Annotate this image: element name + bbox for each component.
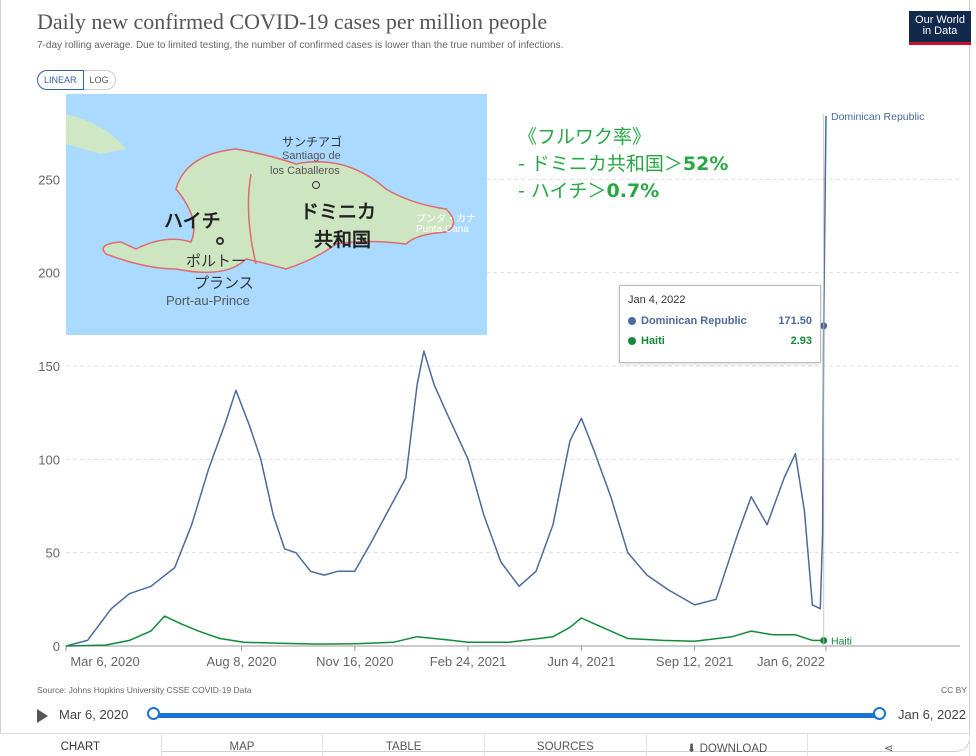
santiago-es-label-1: Santiago de	[282, 150, 341, 162]
punta-en-label: Punta Cana	[416, 224, 469, 235]
y-tick-label: 50	[46, 546, 60, 561]
y-tick-label: 200	[38, 266, 60, 281]
y-tick-label: 100	[38, 452, 60, 467]
logo-line-1: Our World	[915, 14, 965, 26]
tooltip-name-dr: Dominican Republic	[641, 315, 747, 327]
annotation-dr-prefix: - ドミニカ共和国＞	[518, 153, 683, 175]
annotation-haiti-row: - ハイチ＞0.7%	[518, 178, 728, 205]
chart-title: Daily new confirmed COVID-19 cases per m…	[37, 9, 548, 34]
tab-share[interactable]: ⋖	[808, 734, 971, 756]
timeline-track[interactable]	[154, 713, 881, 718]
license-link[interactable]: CC BY	[941, 685, 967, 695]
tooltip-date: Jan 4, 2022	[628, 294, 686, 306]
tooltip-value-haiti: 2.93	[790, 335, 812, 347]
x-tick-label: Aug 8, 2020	[206, 654, 276, 669]
series-line-1	[65, 615, 827, 647]
hover-tooltip: Jan 4, 2022 Dominican Republic 171.50 Ha…	[619, 285, 821, 363]
y-axis-ticks: 0 50 100 150 200 250	[38, 172, 60, 654]
timeline-start-label: Mar 6, 2020	[59, 707, 129, 722]
haiti-landmass	[66, 114, 126, 154]
dr-label-2: 共和国	[314, 229, 372, 251]
x-axis-ticks: Mar 6, 2020 Aug 8, 2020 Nov 16, 2020 Feb 24…	[65, 646, 827, 669]
hispaniola-island	[102, 148, 455, 274]
timeline-slider: Mar 6, 2020 Jan 6, 2022	[37, 707, 972, 727]
x-tick-label: Sep 12, 2021	[656, 654, 733, 669]
source-note: Source: Johns Hopkins University CSSE CO…	[37, 685, 252, 695]
tooltip-dot-haiti	[628, 337, 636, 345]
tooltip-name-haiti: Haiti	[641, 335, 665, 347]
annotation-heading: 《フルワク率》	[518, 126, 652, 148]
y-tick-label: 250	[38, 172, 60, 187]
pap-en-label: Port-au-Prince	[166, 293, 250, 308]
timeline-end-label: Jan 6, 2022	[898, 707, 966, 722]
download-icon: ⬇	[686, 743, 700, 755]
logo-line-2: in Data	[922, 25, 958, 37]
punta-jp-label: プンタ・カナ	[416, 214, 476, 225]
x-tick-label: Nov 16, 2020	[316, 654, 393, 669]
annotation-haiti-value: 0.7%	[606, 180, 660, 202]
tab-download[interactable]: ⬇ DOWNLOAD	[647, 734, 809, 756]
haiti-label: ハイチ	[164, 210, 221, 232]
series-end-label: Dominican Republic	[831, 111, 924, 123]
x-tick-label: Mar 6, 2020	[70, 654, 139, 669]
annotation-haiti-prefix: - ハイチ＞	[518, 180, 607, 202]
tab-table[interactable]: TABLE	[323, 734, 486, 756]
series-end-label: Haiti	[831, 635, 852, 647]
x-tick-label: Jun 4, 2021	[547, 654, 615, 669]
timeline-start-handle[interactable]	[147, 707, 160, 720]
santiago-marker-icon	[312, 181, 320, 189]
x-tick-label: Feb 24, 2021	[430, 654, 507, 669]
play-icon[interactable]	[37, 709, 48, 723]
tab-bar: CHART MAP TABLE SOURCES ⬇ DOWNLOAD ⋖	[0, 733, 971, 756]
pap-jp-label-2: プランス	[194, 275, 254, 292]
annotation-dr-value: 52%	[682, 153, 729, 175]
linear-scale-button[interactable]: LINEAR	[37, 70, 84, 90]
tab-sources[interactable]: SOURCES	[485, 734, 647, 756]
owid-logo[interactable]: Our World in Data	[909, 11, 971, 45]
border-line	[247, 173, 257, 265]
log-scale-button[interactable]: LOG	[83, 70, 116, 90]
x-tick-label: Jan 6, 2022	[757, 654, 825, 669]
tooltip-row-dr: Dominican Republic 171.50	[628, 315, 812, 327]
map-inset: サンチアゴ Santiago de los Caballeros ハイチ ドミニ…	[66, 94, 487, 335]
pap-jp-label-1: ポルトー	[186, 253, 247, 270]
tooltip-dot-dr	[628, 317, 636, 325]
scale-toggle: LINEAR LOG	[37, 70, 116, 90]
series-end-labels: Dominican Republic Haiti	[831, 111, 924, 648]
tab-chart[interactable]: CHART	[0, 734, 162, 756]
tooltip-value-dr: 171.50	[778, 315, 812, 327]
tooltip-row-haiti: Haiti 2.93	[628, 335, 812, 347]
y-tick-label: 150	[38, 359, 60, 374]
y-tick-label: 0	[53, 639, 60, 654]
santiago-jp-label: サンチアゴ	[282, 135, 343, 149]
chart-subtitle: 7-day rolling average. Due to limited te…	[37, 40, 564, 51]
pap-marker-icon	[216, 237, 224, 245]
share-icon: ⋖	[883, 743, 894, 755]
timeline-end-handle[interactable]	[873, 707, 886, 720]
annotation-dr-row: - ドミニカ共和国＞52%	[518, 151, 728, 178]
vaccination-annotation: 《フルワク率》 - ドミニカ共和国＞52% - ハイチ＞0.7%	[518, 124, 728, 205]
hispaniola-map	[66, 114, 455, 274]
tab-map[interactable]: MAP	[162, 734, 324, 756]
tab-download-label: DOWNLOAD	[699, 743, 768, 755]
santiago-es-label-2: los Caballeros	[270, 165, 340, 177]
series-line-0	[65, 115, 827, 647]
series-lines	[65, 114, 828, 647]
dr-label-1: ドミニカ	[300, 201, 377, 223]
